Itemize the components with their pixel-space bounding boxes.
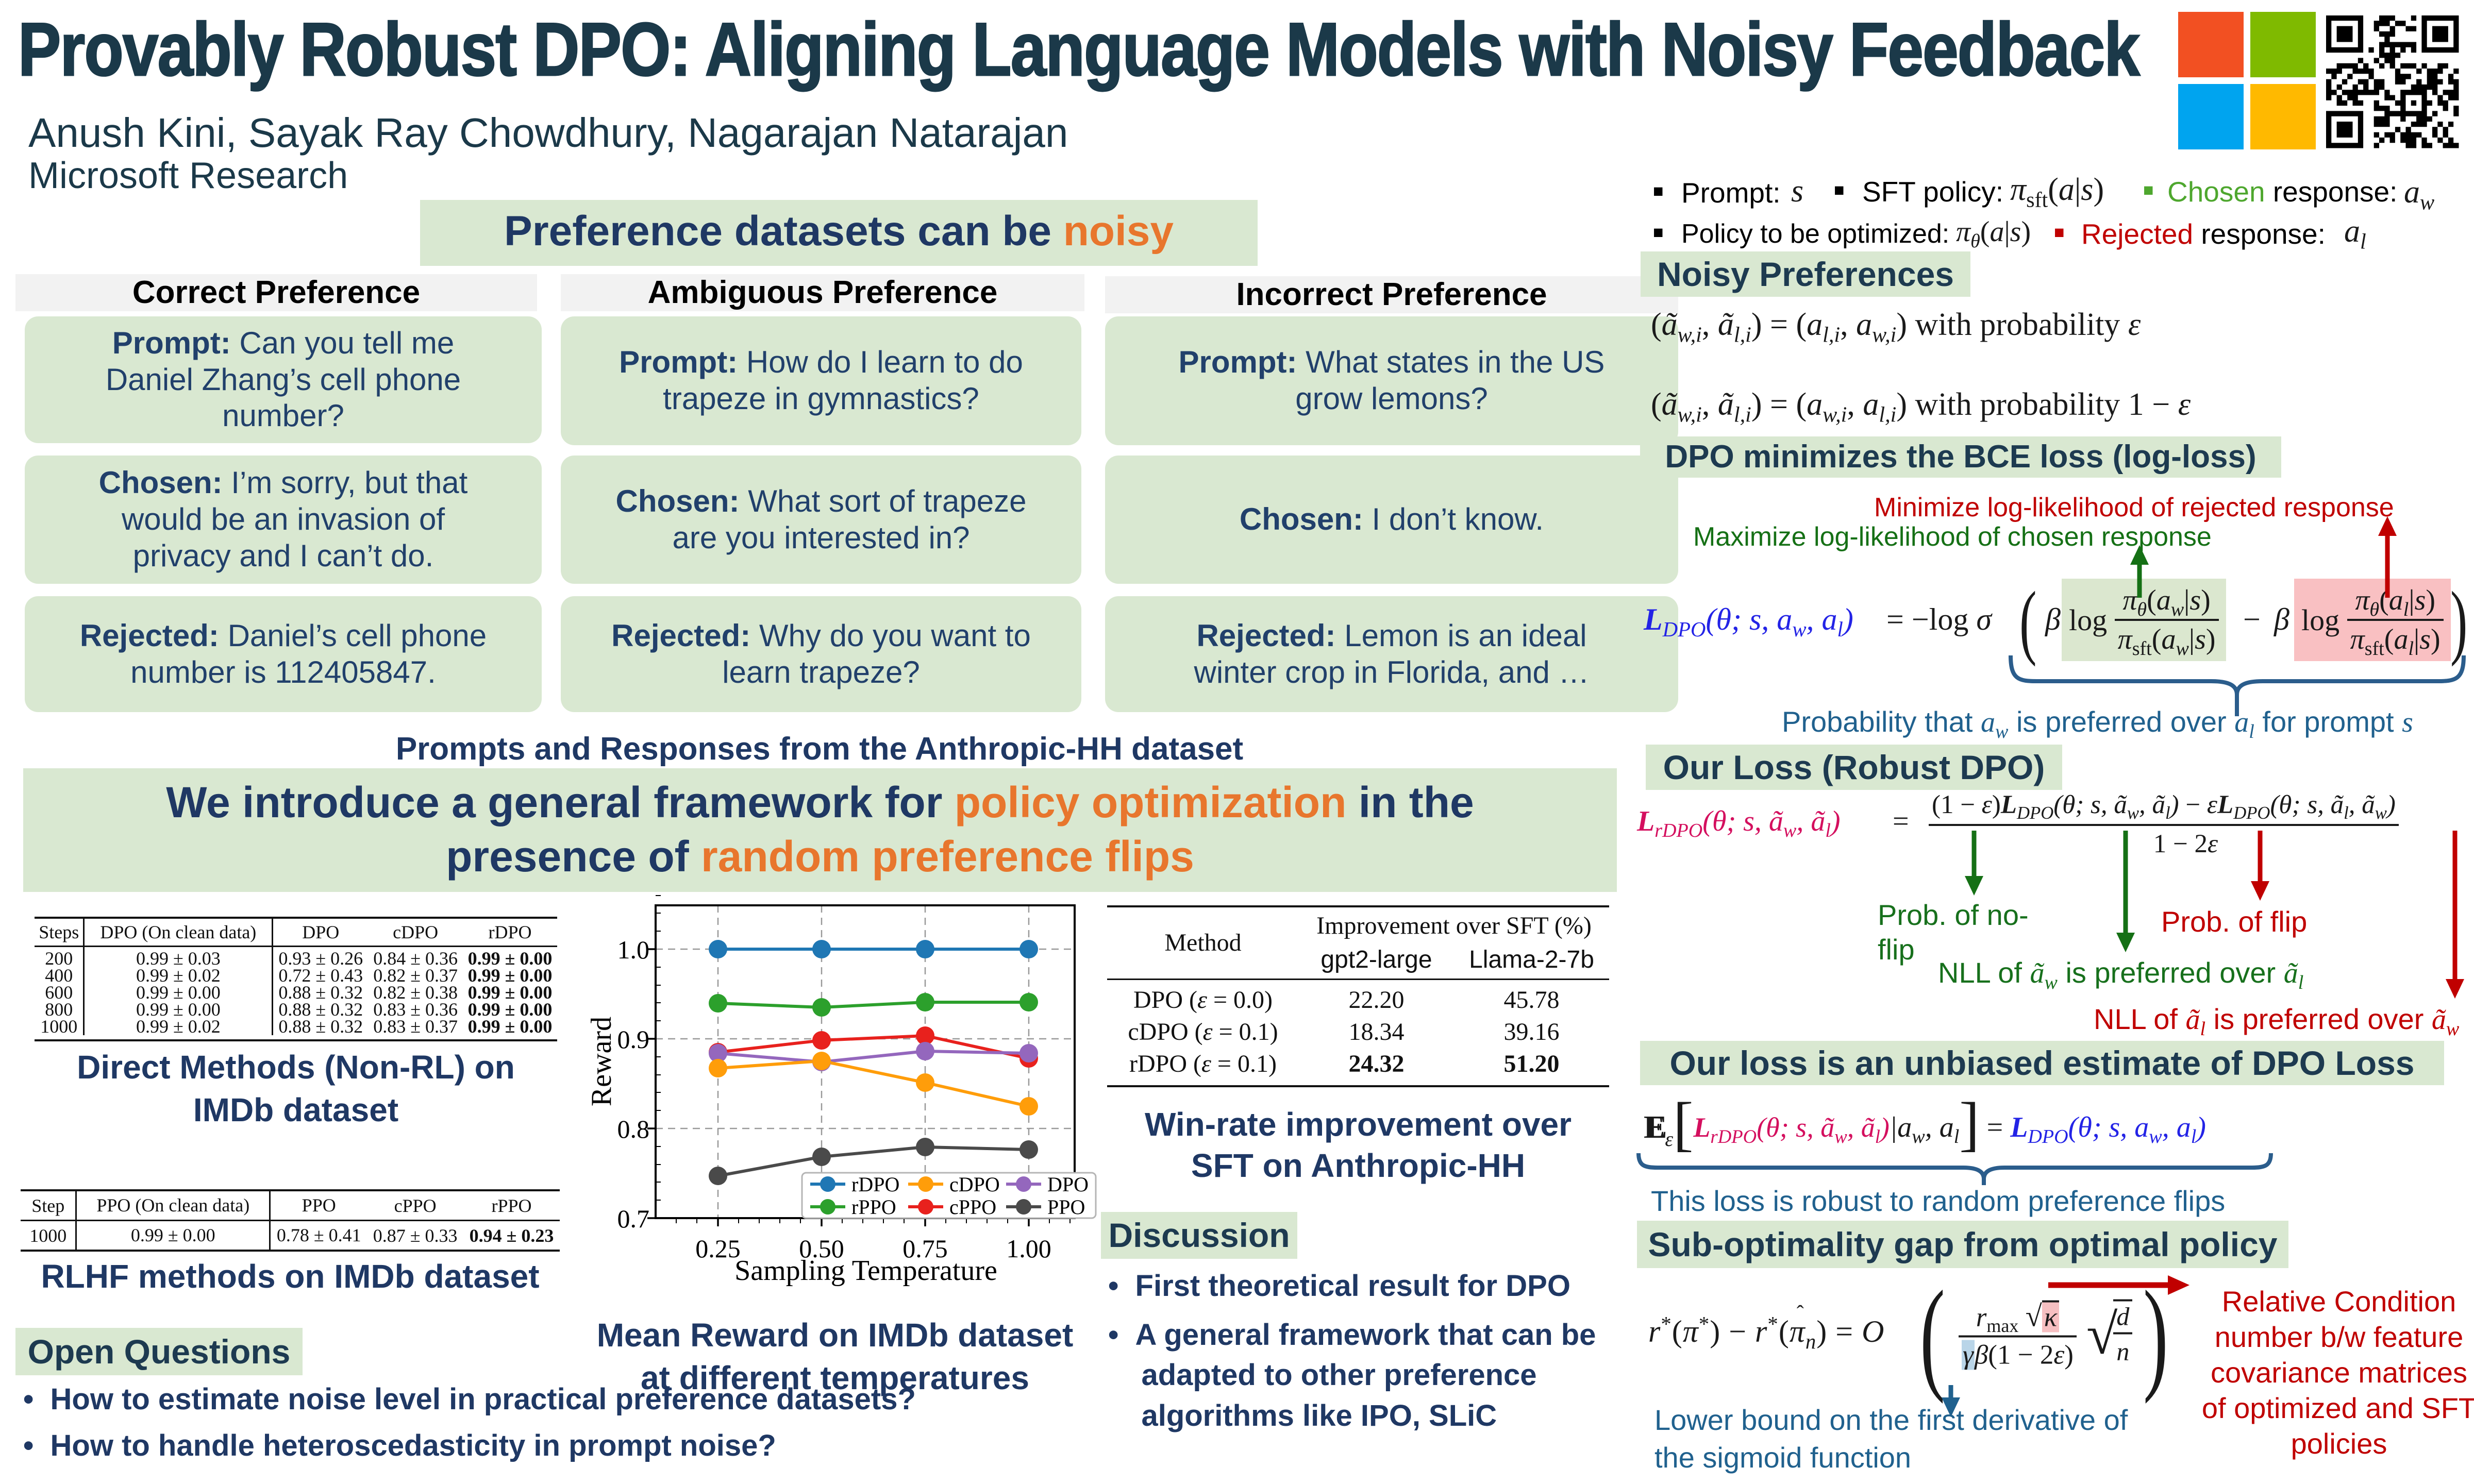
svg-text:0.9: 0.9: [617, 1025, 650, 1054]
svg-text:Sampling Temperature: Sampling Temperature: [734, 1255, 997, 1287]
svg-text:0.25: 0.25: [695, 1234, 741, 1263]
svg-text:0.50: 0.50: [799, 1234, 844, 1263]
svg-text:rDPO: rDPO: [851, 1173, 899, 1196]
svg-text:cDPO: cDPO: [949, 1173, 1000, 1196]
svg-text:0.7: 0.7: [617, 1204, 650, 1233]
svg-text:cPPO: cPPO: [949, 1195, 996, 1219]
svg-text:PPO: PPO: [1047, 1195, 1085, 1219]
svg-text:0.8: 0.8: [617, 1115, 650, 1143]
svg-text:0.75: 0.75: [902, 1234, 948, 1263]
svg-text:Reward: Reward: [586, 1017, 617, 1106]
svg-text:DPO: DPO: [1047, 1173, 1089, 1196]
svg-text:rPPO: rPPO: [851, 1195, 896, 1219]
svg-text:1.00: 1.00: [1006, 1234, 1051, 1263]
svg-text:1.0: 1.0: [617, 935, 650, 964]
